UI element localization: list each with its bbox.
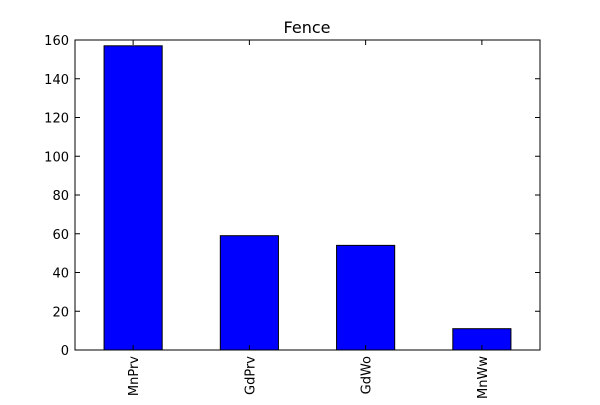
x-tick-label: GdPrv: [243, 356, 258, 395]
x-tick-label: GdWo: [360, 356, 375, 394]
x-tick-label: MnWw: [476, 356, 491, 399]
y-tick-label: 100: [44, 150, 69, 165]
y-tick-label: 140: [44, 73, 69, 88]
y-tick-label: 40: [52, 267, 69, 282]
y-tick-label: 60: [52, 228, 69, 243]
y-tick-label: 0: [61, 344, 69, 359]
x-tick-label: MnPrv: [127, 356, 142, 396]
y-tick-label: 120: [44, 112, 69, 127]
y-axis-ticks: 0 20 40 60 80 100 120 140 160: [44, 34, 540, 359]
y-tick-label: 160: [44, 34, 69, 49]
bars-layer: [103, 45, 512, 351]
bar-gdwo: [336, 244, 396, 351]
plot-frame: [74, 39, 541, 351]
bar-gdprv: [219, 235, 279, 351]
y-tick-label: 20: [52, 305, 69, 320]
x-axis-ticks: MnPrv GdPrv GdWo MnWw: [127, 40, 491, 399]
bar-mnprv: [103, 45, 163, 351]
y-tick-label: 80: [52, 189, 69, 204]
chart-title: Fence: [284, 18, 331, 37]
